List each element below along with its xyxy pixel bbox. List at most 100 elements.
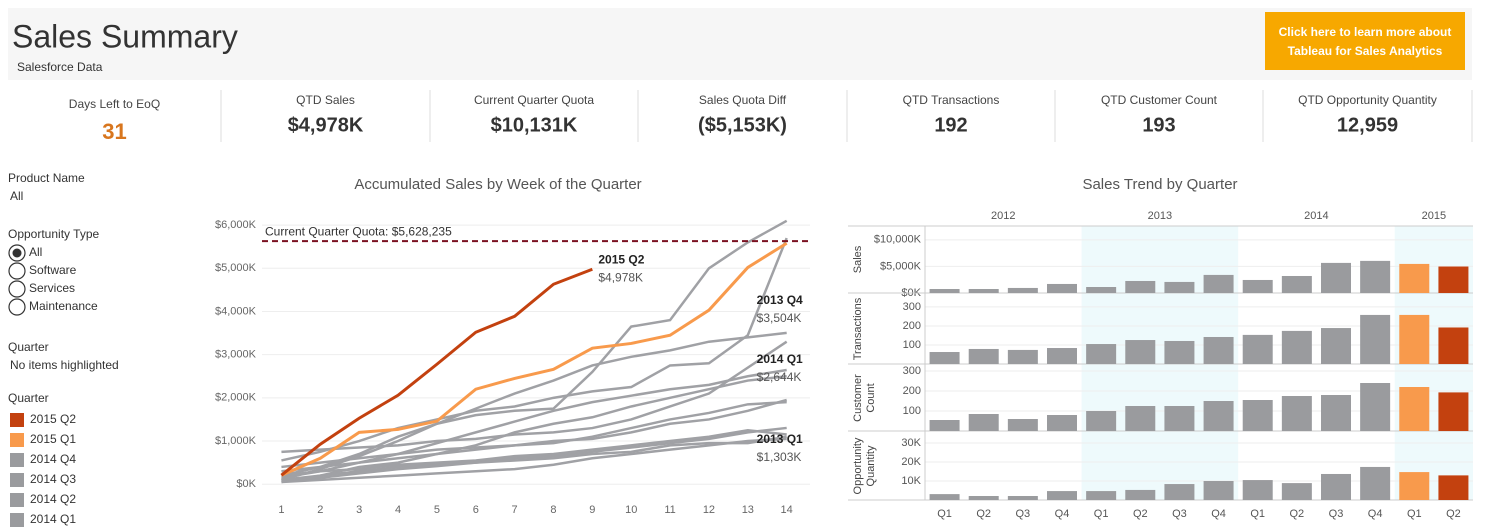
bar xyxy=(1164,406,1195,431)
x-tick-label: 5 xyxy=(434,504,440,516)
line-series xyxy=(281,437,787,484)
y-tick-label: 20K xyxy=(901,456,921,468)
group-label: 2015 xyxy=(1422,210,1446,222)
radio-label[interactable]: All xyxy=(29,245,42,259)
kpi-label: Days Left to EoQ xyxy=(69,97,160,111)
value-label: $1,303K xyxy=(757,450,802,464)
bar xyxy=(929,494,960,500)
line-series xyxy=(281,219,788,477)
x-tick-label: 14 xyxy=(781,504,793,516)
x-tick-label: 12 xyxy=(703,504,715,516)
bar xyxy=(1360,314,1391,364)
y-tick-label: $4,000K xyxy=(215,305,257,317)
x-tick-label: Q2 xyxy=(1290,508,1305,520)
x-tick-label: Q2 xyxy=(1133,508,1148,520)
bar xyxy=(1086,491,1117,500)
x-tick-label: 11 xyxy=(664,504,675,516)
value-label: $3,504K xyxy=(757,311,802,325)
panel-label: OpportunityQuantity xyxy=(852,437,877,494)
x-tick-label: Q3 xyxy=(1329,508,1344,520)
x-tick-label: Q4 xyxy=(1368,508,1383,520)
y-tick-label: $10,000K xyxy=(874,234,922,246)
kpi-value: 193 xyxy=(1142,114,1175,136)
x-tick-label: 13 xyxy=(742,504,754,516)
line-series xyxy=(281,428,787,477)
y-tick-label: $2,000K xyxy=(215,392,257,404)
bar xyxy=(1281,396,1312,431)
x-tick-label: 8 xyxy=(550,504,556,516)
line-series xyxy=(280,241,788,477)
x-tick-label: 10 xyxy=(625,504,637,516)
kpi-value: $10,131K xyxy=(491,114,578,136)
bar xyxy=(1438,266,1469,293)
line-series xyxy=(281,340,788,454)
x-tick-label: 4 xyxy=(395,504,401,516)
x-tick-label: Q1 xyxy=(1407,508,1422,520)
bar xyxy=(929,289,960,293)
legend-label: 2014 Q1 xyxy=(30,512,76,526)
bar xyxy=(1360,383,1391,431)
bar xyxy=(1242,334,1273,364)
cta-button[interactable]: Click here to learn more about Tableau f… xyxy=(1265,12,1465,70)
bar xyxy=(1360,260,1391,293)
bar xyxy=(1086,411,1117,431)
button-bg[interactable] xyxy=(1265,12,1465,70)
bar xyxy=(1125,406,1156,431)
radio-option[interactable]: Software xyxy=(8,262,77,280)
x-tick-label: Q3 xyxy=(1172,508,1187,520)
radio-label[interactable]: Maintenance xyxy=(29,299,98,313)
radio-label[interactable]: Software xyxy=(29,263,77,277)
legend-label: 2014 Q2 xyxy=(30,492,76,506)
bar xyxy=(1164,340,1195,364)
bar xyxy=(1086,344,1117,364)
radio-option[interactable]: Services xyxy=(8,280,75,298)
bar xyxy=(1321,473,1351,500)
legend-swatch xyxy=(10,493,24,507)
y-tick-label: 100 xyxy=(903,339,921,351)
kpi-value: 31 xyxy=(102,119,126,144)
bar xyxy=(1321,395,1351,431)
bar xyxy=(1242,400,1273,431)
kpi-label: QTD Transactions xyxy=(903,93,1000,107)
bar xyxy=(1321,328,1351,364)
radio[interactable] xyxy=(8,262,26,280)
filter-value[interactable]: All xyxy=(10,189,23,203)
kpi-value: 12,959 xyxy=(1337,114,1398,136)
radio[interactable] xyxy=(8,280,26,298)
bar xyxy=(1203,481,1234,500)
filter-label: Opportunity Type xyxy=(8,227,99,241)
y-tick-label: $0K xyxy=(236,478,256,490)
bar xyxy=(1164,281,1195,293)
radio[interactable] xyxy=(8,298,26,316)
y-tick-label: 200 xyxy=(903,385,921,397)
button-text[interactable]: Click here to learn more about xyxy=(1279,25,1452,39)
chart-title: Accumulated Sales by Week of the Quarter xyxy=(354,176,641,193)
x-tick-label: Q1 xyxy=(937,508,952,520)
x-tick-label: Q4 xyxy=(1055,508,1070,520)
bar xyxy=(1360,466,1391,500)
legend-label: 2014 Q4 xyxy=(30,452,76,466)
radio-option[interactable]: Maintenance xyxy=(8,298,98,316)
button-text[interactable]: Tableau for Sales Analytics xyxy=(1288,44,1443,58)
bar xyxy=(929,352,960,364)
x-tick-label: Q2 xyxy=(976,508,991,520)
bar xyxy=(1321,262,1351,293)
y-tick-label: 300 xyxy=(903,301,921,313)
filter-value[interactable]: No items highlighted xyxy=(10,358,119,372)
x-tick-label: 3 xyxy=(356,504,362,516)
x-tick-label: 2 xyxy=(317,504,323,516)
radio-option[interactable]: All xyxy=(8,244,42,262)
y-tick-label: $6,000K xyxy=(215,219,257,231)
y-tick-label: 300 xyxy=(903,365,921,377)
bar xyxy=(968,496,999,500)
bar xyxy=(1007,496,1038,500)
bar xyxy=(1203,274,1234,293)
bar xyxy=(968,414,999,431)
bar xyxy=(1125,489,1156,500)
legend-swatch xyxy=(10,473,24,487)
legend-label: 2015 Q1 xyxy=(30,432,76,446)
bar xyxy=(1399,472,1430,500)
bar xyxy=(1399,314,1430,364)
radio-label[interactable]: Services xyxy=(29,281,75,295)
x-tick-label: 1 xyxy=(278,504,284,516)
